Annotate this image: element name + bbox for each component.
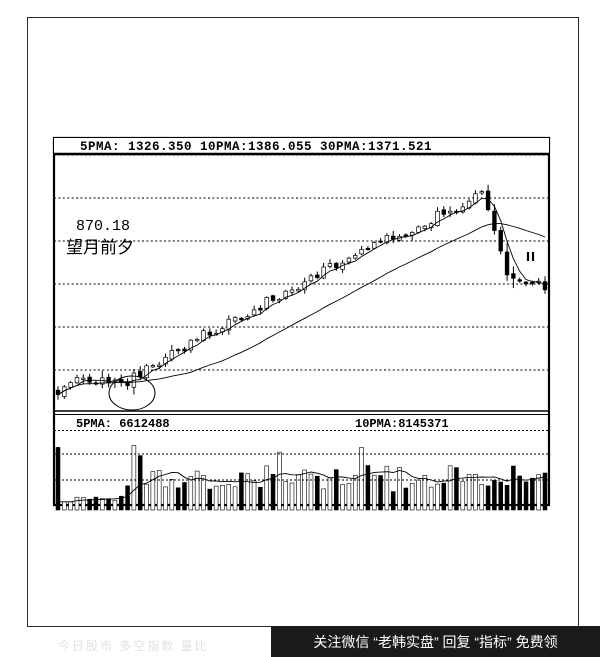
svg-text:5PMA: 1326.350 10PMA:1386.055: 5PMA: 1326.350 10PMA:1386.055 30PMA:1371… [80,140,432,154]
svg-text:10PMA:8145371: 10PMA:8145371 [355,417,449,431]
svg-text:5PMA: 6612488: 5PMA: 6612488 [76,417,170,431]
svg-text:870.18: 870.18 [76,218,130,235]
svg-text:望月前夕: 望月前夕 [66,238,134,257]
